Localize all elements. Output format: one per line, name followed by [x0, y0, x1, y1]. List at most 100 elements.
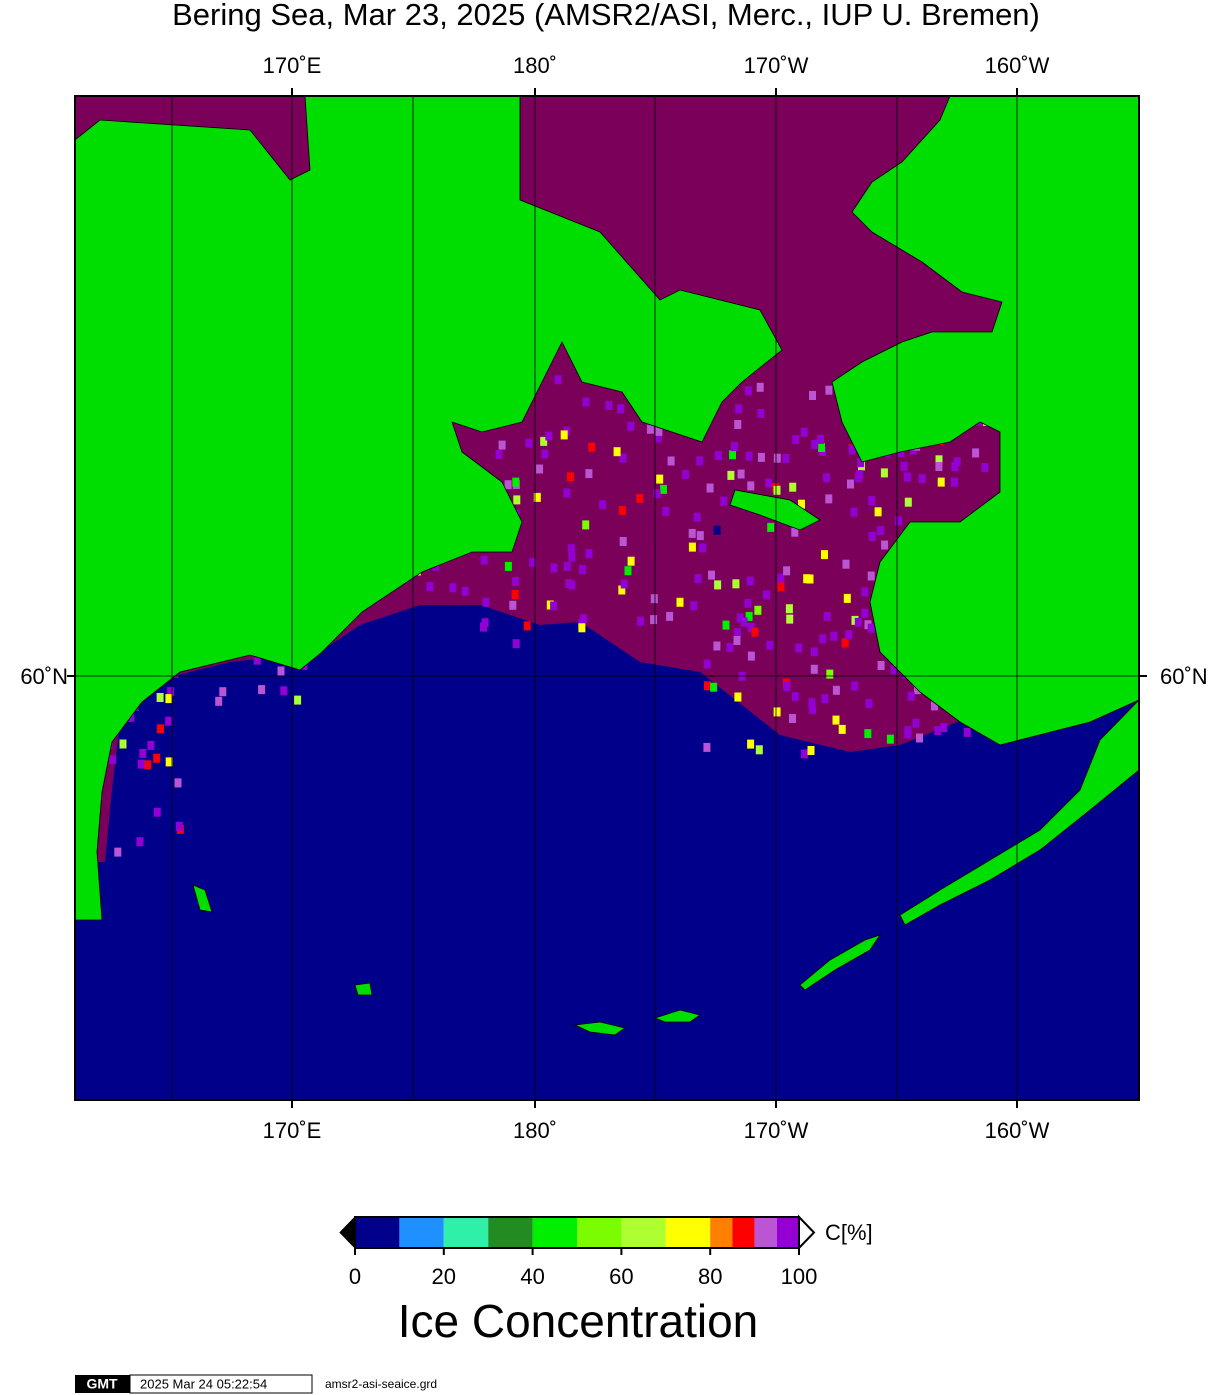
ice-cell: [745, 451, 753, 461]
ice-cell: [482, 597, 490, 607]
timestamp-box: [129, 1374, 313, 1394]
ice-cell: [667, 456, 675, 466]
ice-cell: [511, 590, 519, 599]
ice-cell: [951, 477, 958, 487]
ice-cell: [931, 701, 938, 711]
ice-cell: [789, 714, 796, 723]
ice-cell: [165, 694, 173, 704]
ice-cell: [808, 698, 816, 708]
ice-cell: [147, 740, 155, 750]
colorbar-segment: [776, 1217, 799, 1248]
colorbar-tick-label: 20: [432, 1264, 456, 1289]
ice-cell: [119, 739, 127, 749]
ice-cell: [851, 681, 859, 691]
ice-cell: [747, 651, 755, 661]
ice-cell: [800, 427, 808, 437]
ice-cell: [650, 615, 658, 625]
ice-cell: [136, 837, 144, 847]
ice-cell: [619, 453, 627, 463]
ice-cell: [727, 470, 735, 480]
ice-cell: [109, 755, 117, 765]
colorbar-unit: C[%]: [825, 1220, 873, 1245]
ice-cell: [763, 590, 770, 600]
colorbar-under: [339, 1215, 356, 1250]
ice-cell: [855, 473, 862, 483]
ice-cell: [284, 683, 292, 693]
ice-cell: [481, 618, 489, 628]
ice-cell: [294, 695, 302, 705]
colorbar: 0 20 40 60 80 100: [339, 1214, 817, 1289]
ice-cell: [809, 391, 816, 400]
ice-cell: [137, 759, 145, 769]
ice-cell: [773, 707, 781, 717]
ice-cell: [731, 442, 738, 452]
gmt-logo: GMT: [86, 1376, 118, 1392]
ice-cell: [525, 438, 533, 448]
ice-cell: [660, 484, 667, 494]
ice-cell: [792, 435, 800, 445]
longitude-label-top: 180˚: [513, 53, 557, 78]
ice-cell: [867, 571, 875, 581]
ice-cell: [550, 563, 558, 573]
ice-cell: [904, 729, 912, 739]
file-name: amsr2-asi-seaice.grd: [325, 1377, 437, 1391]
ice-cell: [791, 692, 799, 702]
ice-cell: [461, 586, 469, 596]
ice-cell: [650, 594, 658, 604]
ice-cell: [736, 613, 744, 623]
colorbar-segment: [443, 1217, 489, 1248]
ice-cell: [838, 724, 846, 734]
ice-cell: [666, 611, 674, 621]
ice-cell: [165, 757, 173, 767]
colorbar-label: Ice Concentration: [398, 1295, 759, 1347]
ice-cell: [567, 472, 574, 482]
ice-cell: [850, 507, 858, 517]
ice-cell: [825, 385, 833, 395]
ice-cell: [618, 585, 626, 595]
ice-cell: [550, 601, 558, 611]
ice-cell: [540, 436, 548, 446]
ice-cell: [703, 681, 711, 691]
ice-cell: [726, 643, 734, 653]
ice-cell: [637, 616, 645, 626]
ice-cell: [783, 682, 791, 691]
colorbar-segment: [399, 1217, 444, 1248]
ice-cell: [766, 640, 774, 650]
ice-cell: [157, 724, 164, 734]
ice-cell: [747, 739, 755, 749]
ice-cell: [617, 404, 625, 414]
ice-cell: [426, 582, 434, 591]
ice-cell: [729, 450, 736, 460]
ice-cell: [694, 574, 702, 584]
land-aleutians-west: [653, 1009, 701, 1023]
ice-cell: [258, 685, 266, 695]
ice-cell: [732, 579, 740, 589]
land-commander: [192, 884, 213, 913]
ice-cell: [699, 543, 707, 553]
ice-cell: [918, 474, 926, 484]
ice-cell: [981, 463, 989, 472]
colorbar-tick-label: 40: [520, 1264, 544, 1289]
colorbar-segment: [665, 1217, 711, 1248]
ice-cell: [953, 457, 961, 467]
ice-cell: [744, 598, 752, 608]
ice-cell: [832, 685, 840, 695]
ice-cell: [579, 565, 586, 575]
ice-cell: [512, 577, 520, 586]
ice-cell: [567, 544, 575, 554]
ice-cell: [646, 424, 654, 434]
ice-cell: [585, 469, 593, 479]
ice-cell: [826, 669, 834, 679]
ice-cell: [737, 469, 745, 479]
ice-cell: [825, 494, 833, 504]
ice-cell: [916, 733, 923, 743]
ice-cell: [599, 500, 607, 510]
ice-cell: [174, 778, 182, 788]
longitude-label-bottom: 170˚E: [263, 1118, 322, 1143]
ice-cell: [795, 643, 803, 653]
longitude-label-bottom: 180˚: [513, 1118, 557, 1143]
ice-cell: [703, 659, 711, 669]
map-title: Bering Sea, Mar 23, 2025 (AMSR2/ASI, Mer…: [172, 0, 1040, 32]
ice-cell: [682, 469, 689, 479]
ice-cell: [854, 617, 862, 627]
